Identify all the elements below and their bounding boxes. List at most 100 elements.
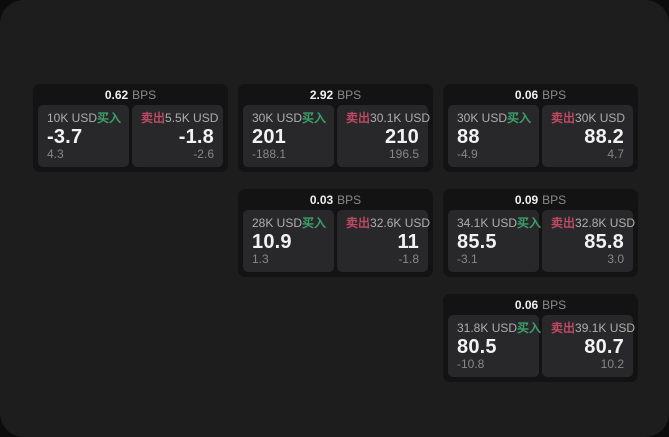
sell-panel-top: 卖出 32.8K USD (551, 216, 635, 230)
sell-panel[interactable]: 卖出 30K USD 88.2 4.7 (542, 105, 633, 167)
bps-value: 0.09 (514, 192, 539, 207)
sell-panel-top: 卖出 32.6K USD (346, 216, 430, 230)
quote-card: 0.09 BPS 34.1K USD 买入 85.5 -3.1 卖出 32.8K… (443, 189, 638, 277)
sell-panel-top: 卖出 5.5K USD (141, 111, 218, 125)
sell-panel-top: 卖出 30K USD (551, 111, 626, 125)
buy-panel-top: 30K USD 买入 (457, 111, 531, 125)
sell-sub-value: 3.0 (607, 252, 624, 266)
card-header: 0.06 BPS (443, 294, 638, 315)
sell-price: 80.7 (584, 335, 624, 358)
buy-label: 买入 (302, 216, 327, 230)
buy-amount: 34.1K USD (457, 216, 518, 230)
buy-amount: 10K USD (47, 111, 98, 125)
sell-amount: 39.1K USD (575, 321, 636, 335)
card-header: 2.92 BPS (238, 84, 433, 105)
quote-card: 0.06 BPS 30K USD 买入 88 -4.9 卖出 30K USD 8… (443, 84, 638, 172)
card-body: 34.1K USD 买入 85.5 -3.1 卖出 32.8K USD 85.8… (443, 210, 638, 277)
sell-panel[interactable]: 卖出 32.6K USD 11 -1.8 (337, 210, 430, 272)
cards-grid: 0.62 BPS 10K USD 买入 -3.7 4.3 卖出 5.5K USD… (33, 84, 638, 382)
buy-price: -3.7 (47, 125, 83, 148)
buy-panel[interactable]: 34.1K USD 买入 85.5 -3.1 (448, 210, 541, 272)
buy-price: 201 (252, 125, 286, 148)
buy-panel-top: 34.1K USD 买入 (457, 216, 541, 230)
card-header: 0.03 BPS (238, 189, 433, 210)
buy-amount: 30K USD (252, 111, 303, 125)
buy-price: 85.5 (457, 230, 497, 253)
buy-label: 买入 (517, 216, 542, 230)
buy-price: 88 (457, 125, 480, 148)
buy-label: 买入 (302, 111, 327, 125)
sell-sub-value: 10.2 (600, 357, 624, 371)
buy-sub-value: 4.3 (47, 147, 64, 161)
sell-label: 卖出 (346, 216, 371, 230)
bps-value: 2.92 (309, 87, 334, 102)
card-header: 0.62 BPS (33, 84, 228, 105)
sell-amount: 5.5K USD (165, 111, 219, 125)
buy-sub-value: -4.9 (457, 147, 478, 161)
bps-value: 0.06 (514, 297, 539, 312)
sell-price: 85.8 (584, 230, 624, 253)
buy-amount: 30K USD (457, 111, 508, 125)
sell-panel-top: 卖出 39.1K USD (551, 321, 635, 335)
bps-unit-label: BPS (542, 192, 567, 207)
bps-unit-label: BPS (542, 87, 567, 102)
sell-panel[interactable]: 卖出 32.8K USD 85.8 3.0 (542, 210, 635, 272)
quote-card: 0.03 BPS 28K USD 买入 10.9 1.3 卖出 32.6K US… (238, 189, 433, 277)
buy-sub-value: -10.8 (457, 357, 485, 371)
sell-sub-value: -1.8 (398, 252, 419, 266)
buy-label: 买入 (97, 111, 122, 125)
card-header: 0.09 BPS (443, 189, 638, 210)
sell-amount: 30.1K USD (370, 111, 431, 125)
card-header: 0.06 BPS (443, 84, 638, 105)
bps-unit-label: BPS (337, 192, 362, 207)
bps-unit-label: BPS (132, 87, 157, 102)
sell-amount: 30K USD (575, 111, 626, 125)
sell-price: 210 (385, 125, 419, 148)
buy-sub-value: -3.1 (457, 252, 478, 266)
sell-sub-value: -2.6 (193, 147, 214, 161)
bps-value: 0.03 (309, 192, 334, 207)
sell-label: 卖出 (551, 111, 576, 125)
sell-sub-value: 4.7 (607, 147, 624, 161)
card-body: 30K USD 买入 88 -4.9 卖出 30K USD 88.2 4.7 (443, 105, 638, 172)
buy-panel[interactable]: 10K USD 买入 -3.7 4.3 (38, 105, 129, 167)
sell-label: 卖出 (551, 216, 576, 230)
buy-panel-top: 30K USD 买入 (252, 111, 327, 125)
buy-panel-top: 28K USD 买入 (252, 216, 327, 230)
buy-panel[interactable]: 31.8K USD 买入 80.5 -10.8 (448, 315, 541, 377)
buy-price: 10.9 (252, 230, 292, 253)
quote-card: 2.92 BPS 30K USD 买入 201 -188.1 卖出 30.1K … (238, 84, 433, 172)
buy-panel[interactable]: 28K USD 买入 10.9 1.3 (243, 210, 334, 272)
card-body: 30K USD 买入 201 -188.1 卖出 30.1K USD 210 1… (238, 105, 433, 172)
buy-panel[interactable]: 30K USD 买入 201 -188.1 (243, 105, 334, 167)
sell-price: 88.2 (584, 125, 624, 148)
card-body: 31.8K USD 买入 80.5 -10.8 卖出 39.1K USD 80.… (443, 315, 638, 382)
sell-sub-value: 196.5 (388, 147, 419, 161)
buy-price: 80.5 (457, 335, 497, 358)
buy-panel[interactable]: 30K USD 买入 88 -4.9 (448, 105, 539, 167)
sell-panel-top: 卖出 30.1K USD (346, 111, 430, 125)
sell-label: 卖出 (551, 321, 576, 335)
card-body: 10K USD 买入 -3.7 4.3 卖出 5.5K USD -1.8 -2.… (33, 105, 228, 172)
buy-sub-value: -188.1 (252, 147, 287, 161)
buy-panel-top: 10K USD 买入 (47, 111, 122, 125)
bps-value: 0.06 (514, 87, 539, 102)
sell-amount: 32.8K USD (575, 216, 636, 230)
sell-price: 11 (397, 230, 419, 253)
buy-amount: 31.8K USD (457, 321, 518, 335)
sell-panel[interactable]: 卖出 30.1K USD 210 196.5 (337, 105, 430, 167)
bps-unit-label: BPS (542, 297, 567, 312)
quote-card: 0.06 BPS 31.8K USD 买入 80.5 -10.8 卖出 39.1… (443, 294, 638, 382)
sell-panel[interactable]: 卖出 5.5K USD -1.8 -2.6 (132, 105, 223, 167)
buy-sub-value: 1.3 (252, 252, 269, 266)
bps-value: 0.62 (104, 87, 129, 102)
sell-amount: 32.6K USD (370, 216, 431, 230)
bps-unit-label: BPS (337, 87, 362, 102)
card-body: 28K USD 买入 10.9 1.3 卖出 32.6K USD 11 -1.8 (238, 210, 433, 277)
sell-label: 卖出 (141, 111, 166, 125)
quote-card: 0.62 BPS 10K USD 买入 -3.7 4.3 卖出 5.5K USD… (33, 84, 228, 172)
buy-amount: 28K USD (252, 216, 303, 230)
sell-price: -1.8 (178, 125, 214, 148)
sell-panel[interactable]: 卖出 39.1K USD 80.7 10.2 (542, 315, 635, 377)
